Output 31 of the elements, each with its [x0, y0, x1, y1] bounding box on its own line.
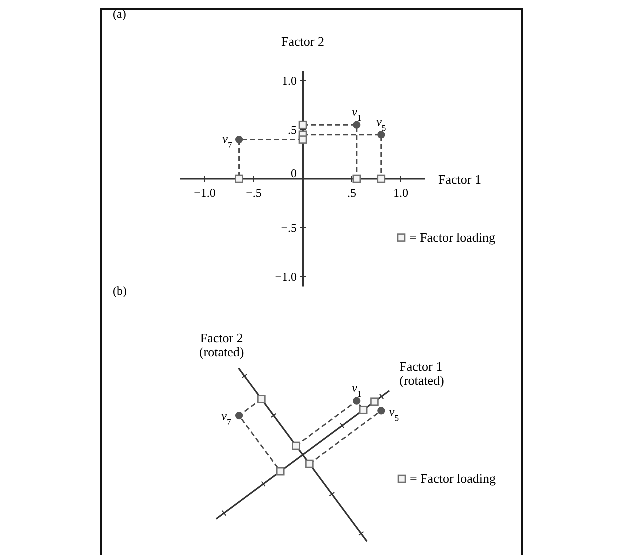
point [298, 120, 308, 130]
y-tick-label: −.5 [281, 221, 297, 235]
x-tick-label: .5 [348, 186, 356, 200]
x-tick-label: −1.0 [194, 186, 216, 200]
point [353, 121, 361, 129]
legend-label: = Factor loading [410, 230, 496, 245]
text: v$_{7}$ [222, 408, 232, 427]
point [377, 174, 386, 184]
series-label: v$_{7}$ [222, 132, 233, 150]
y-axis-title: Factor 2 [282, 34, 324, 50]
x-tick-label: −.5 [246, 186, 262, 200]
text: Factor 1 (rotated) [400, 358, 444, 388]
series-label: v$_{1}$ [352, 105, 362, 124]
point [298, 136, 308, 144]
y-tick-label: 1.0 [282, 74, 297, 88]
text: v$_{1}$ [352, 381, 362, 400]
point [378, 131, 386, 139]
chart-title: (a) [113, 7, 126, 21]
text: (b) [113, 284, 127, 298]
text: v$_{5}$ [389, 404, 400, 423]
point [352, 174, 362, 184]
text: Factor 2 (rotated) [199, 330, 244, 360]
point [236, 136, 244, 144]
series-label: v$_{5}$ [376, 114, 386, 133]
y-tick-label: −1.0 [275, 270, 297, 284]
y-tick-label: .5 [288, 123, 297, 137]
y-tick-label: 0 [291, 166, 297, 180]
point [235, 174, 244, 184]
x-axis-title: Factor 1 [438, 172, 482, 187]
text: = Factor loading [410, 471, 497, 486]
x-tick-label: 1.0 [394, 186, 408, 200]
